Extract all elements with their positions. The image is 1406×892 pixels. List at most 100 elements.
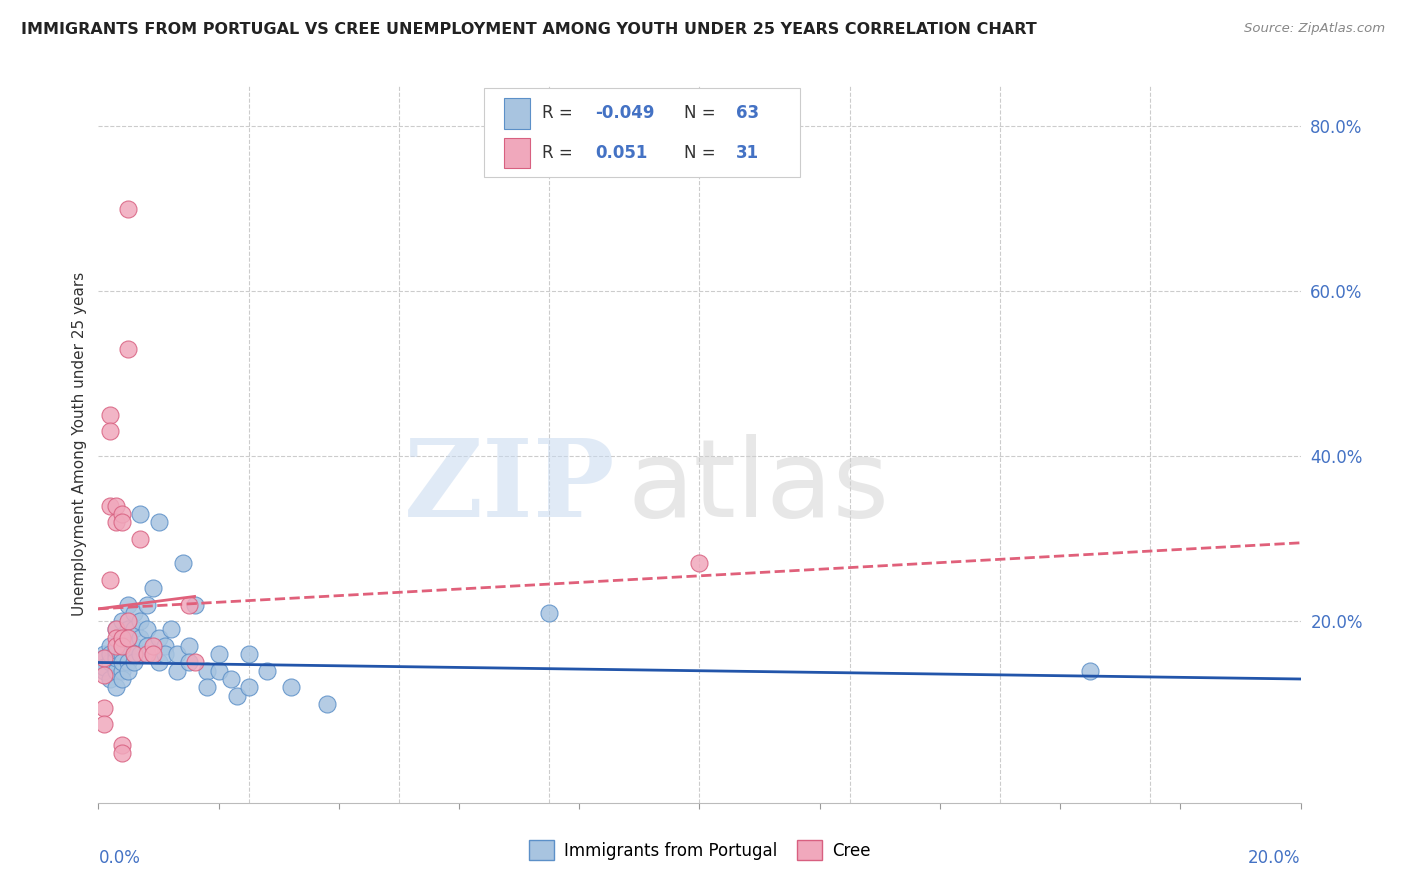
Point	[105, 515, 128, 529]
Point	[111, 631, 134, 645]
Point	[148, 656, 170, 670]
Point	[135, 623, 157, 637]
Point	[141, 581, 163, 595]
Point	[153, 639, 176, 653]
Point	[195, 680, 218, 694]
Point	[129, 532, 152, 546]
Point	[105, 643, 128, 657]
Text: N =: N =	[683, 145, 716, 162]
Point	[159, 623, 181, 637]
Point	[172, 557, 194, 571]
Point	[100, 425, 122, 439]
Point	[1078, 664, 1101, 678]
Point	[225, 689, 247, 703]
Point	[238, 647, 260, 661]
Point	[124, 656, 146, 670]
Point	[135, 598, 157, 612]
Point	[195, 664, 218, 678]
Point	[105, 664, 128, 678]
Point	[105, 647, 128, 661]
Point	[315, 697, 337, 711]
Text: 20.0%: 20.0%	[1249, 849, 1301, 868]
Point	[208, 647, 231, 661]
Point	[111, 656, 134, 670]
Point	[100, 408, 122, 422]
Point	[129, 647, 152, 661]
Point	[117, 598, 139, 612]
Point	[111, 746, 134, 760]
Point	[153, 647, 176, 661]
Point	[183, 598, 205, 612]
Point	[117, 631, 139, 645]
Point	[111, 639, 134, 653]
Text: 0.051: 0.051	[595, 145, 647, 162]
Point	[93, 651, 115, 665]
Point	[105, 499, 128, 513]
Point	[105, 639, 128, 653]
Point	[105, 631, 128, 645]
Point	[148, 631, 170, 645]
Text: atlas: atlas	[627, 434, 890, 540]
Point	[166, 647, 188, 661]
Text: 31: 31	[735, 145, 759, 162]
Point	[124, 606, 146, 620]
Bar	[503, 98, 530, 128]
Point	[177, 656, 200, 670]
Point	[100, 573, 122, 587]
Point	[135, 647, 157, 661]
Point	[100, 656, 122, 670]
Point	[117, 656, 139, 670]
Point	[100, 647, 122, 661]
Point	[256, 664, 278, 678]
Point	[135, 639, 157, 653]
Point	[105, 680, 128, 694]
Point	[208, 664, 231, 678]
Text: Source: ZipAtlas.com: Source: ZipAtlas.com	[1244, 22, 1385, 36]
Point	[183, 656, 205, 670]
Point	[141, 639, 163, 653]
Point	[93, 717, 115, 731]
Point	[166, 664, 188, 678]
Point	[111, 647, 134, 661]
Point	[280, 680, 302, 694]
Point	[129, 614, 152, 628]
Point	[93, 664, 115, 678]
FancyBboxPatch shape	[484, 88, 800, 177]
Text: R =: R =	[541, 145, 572, 162]
Point	[117, 639, 139, 653]
Text: 63: 63	[735, 104, 759, 122]
Y-axis label: Unemployment Among Youth under 25 years: Unemployment Among Youth under 25 years	[72, 272, 87, 615]
Point	[111, 672, 134, 686]
Point	[124, 639, 146, 653]
Point	[111, 515, 134, 529]
Text: R =: R =	[541, 104, 572, 122]
Text: ZIP: ZIP	[404, 434, 616, 540]
Point	[105, 651, 128, 665]
Point	[93, 659, 115, 673]
Point	[111, 631, 134, 645]
Text: IMMIGRANTS FROM PORTUGAL VS CREE UNEMPLOYMENT AMONG YOUTH UNDER 25 YEARS CORRELA: IMMIGRANTS FROM PORTUGAL VS CREE UNEMPLO…	[21, 22, 1036, 37]
Text: -0.049: -0.049	[595, 104, 654, 122]
Point	[177, 598, 200, 612]
Point	[111, 738, 134, 752]
Point	[111, 507, 134, 521]
Point	[238, 680, 260, 694]
Point	[100, 499, 122, 513]
Point	[100, 639, 122, 653]
Point	[100, 672, 122, 686]
Point	[689, 557, 711, 571]
Point	[124, 623, 146, 637]
Point	[117, 342, 139, 356]
Point	[129, 631, 152, 645]
Point	[129, 507, 152, 521]
Point	[141, 647, 163, 661]
Text: N =: N =	[683, 104, 716, 122]
Point	[111, 664, 134, 678]
Point	[111, 614, 134, 628]
Point	[105, 623, 128, 637]
Point	[93, 701, 115, 715]
Point	[117, 614, 139, 628]
Text: 0.0%: 0.0%	[98, 849, 141, 868]
Point	[93, 647, 115, 661]
Bar	[503, 138, 530, 169]
